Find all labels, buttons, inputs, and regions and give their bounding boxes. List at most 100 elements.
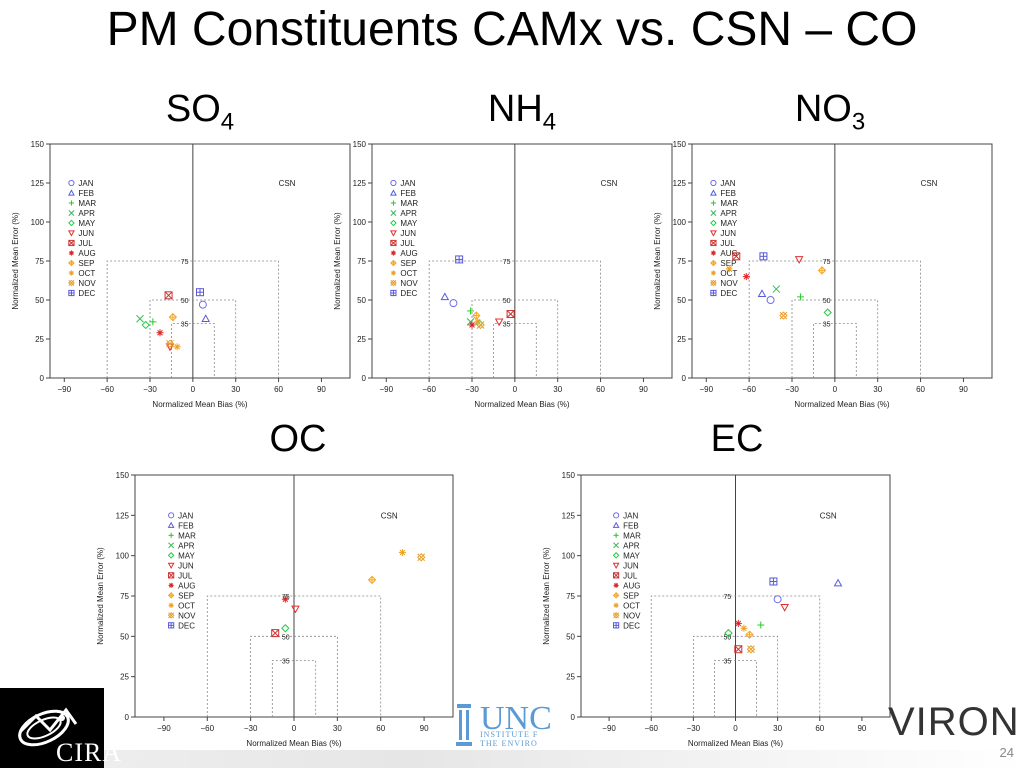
so4-legend-marker-oct [68,270,75,276]
so4-network-label: CSN [279,179,296,188]
no3-point-aug [742,273,750,281]
ec-ytick-label: 0 [571,713,576,722]
nh4-point-jan [449,299,458,308]
ec-legend-marker-nov [612,612,620,619]
nh4-legend-marker-dec [390,289,397,297]
oc-xtick-label: −90 [157,724,171,733]
oc-legend-marker-may [167,552,175,559]
no3-legend-label-mar: MAR [720,199,738,208]
ec-legend-marker-jul [613,572,620,579]
ec-legend-label-jul: JUL [623,571,638,580]
no3-legend-label-jan: JAN [720,179,735,188]
nh4-legend-label-mar: MAR [400,199,418,208]
no3-legend-marker-jul [710,239,717,247]
so4-legend-marker-jul [68,239,75,247]
nh4-legend-label-oct: OCT [400,269,417,278]
no3-legend-marker-may [710,219,717,227]
ec-legend-marker-aug [613,582,619,588]
nh4-ytick-label: 150 [353,140,367,149]
nh4-legend-label-apr: APR [400,209,417,218]
ec-goal-box-35 [714,660,757,717]
no3-ytick-label: 50 [677,296,686,305]
oc-ytick-label: 50 [120,632,129,641]
nh4-xtick-label: 0 [513,385,518,394]
ec-legend-label-feb: FEB [623,521,639,530]
so4-legend-label-nov: NOV [78,279,96,288]
ec-point-mar [757,621,765,629]
oc-ytick-label: 100 [116,552,130,561]
oc-legend-label-jun: JUN [178,561,194,570]
no3-legend-label-aug: AUG [720,249,737,258]
no3-legend-marker-jun [709,230,717,237]
cira-swirl-icon [18,707,78,747]
oc-legend-marker-apr [168,542,175,549]
no3-point-feb [757,289,767,298]
no3-legend-marker-dec [710,289,717,297]
ec-point-dec [769,577,778,586]
so4-point-mar [149,318,157,326]
so4-ytick-label: 0 [40,374,45,383]
so4-legend-label-aug: AUG [78,249,95,258]
so4-legend-label-dec: DEC [78,289,95,298]
nh4-legend-marker-jan [390,179,397,187]
no3-ytick-label: 75 [677,257,686,266]
nh4-goal-box-50 [471,299,559,378]
no3-xtick-label: −60 [742,385,756,394]
cira-logo-text: CIRA [56,738,123,767]
so4-legend-marker-aug [68,250,75,256]
no3-legend-label-dec: DEC [720,289,737,298]
no3-ytick-label: 100 [673,218,687,227]
oc-legend-marker-nov [167,612,175,619]
nh4-xtick-label: −60 [422,385,436,394]
unc-column-icon [456,704,472,746]
nh4-legend-label-nov: NOV [400,279,418,288]
no3-goal-label-50: 50 [823,298,831,305]
unc-logo-text: UNC [480,700,552,737]
so4-goal-label-50: 50 [181,298,189,305]
no3-point-jan [766,296,775,304]
nh4-legend-marker-feb [389,189,397,196]
so4-legend-label-apr: APR [78,209,95,218]
oc-xtick-label: 30 [333,724,342,733]
no3-point-oct [725,265,733,273]
oc-point-nov [416,553,426,562]
ec-legend-marker-may [612,552,620,559]
so4-point-aug [156,329,164,337]
nh4-legend-label-feb: FEB [400,189,416,198]
no3-goal-box-35 [813,322,857,378]
so4-goal-label-75: 75 [181,259,189,266]
so4-legend-marker-mar [68,200,75,206]
nh4-goal-label-35: 35 [503,321,511,328]
ec-legend-label-aug: AUG [623,581,640,590]
oc-legend-label-jul: JUL [178,571,193,580]
no3-point-jul [732,252,741,261]
so4-xlabel: Normalized Mean Bias (%) [152,400,247,409]
so4-xtick-label: 0 [191,385,196,394]
so4-legend-label-jun: JUN [78,229,94,238]
so4-legend-label-oct: OCT [78,269,95,278]
oc-goal-label-35: 35 [282,659,290,666]
ec-goal-label-75: 75 [723,594,731,601]
no3-xlabel: Normalized Mean Bias (%) [794,400,889,409]
no3-legend-marker-nov [710,279,717,287]
so4-legend-marker-may [68,219,75,227]
no3-xtick-label: 60 [916,385,925,394]
no3-xtick-label: 0 [833,385,838,394]
unc-logo-line2: THE ENVIRO [480,739,538,748]
environ-logo-text: VIRON [888,700,1020,744]
ec-legend-label-mar: MAR [623,531,641,540]
so4-ytick-label: 150 [31,140,45,149]
no3-legend-label-jun: JUN [720,229,736,238]
so4-xtick-label: −60 [100,385,114,394]
ec-legend-label-jan: JAN [623,511,638,520]
nh4-ylabel: Normalized Mean Error (%) [333,212,342,310]
oc-goal-box-50 [250,635,338,717]
nh4-legend-label-jan: JAN [400,179,415,188]
so4-point-apr [136,314,144,323]
nh4-point-feb [440,292,450,301]
oc-ytick-label: 25 [120,673,129,682]
so4-xtick-label: 60 [274,385,283,394]
so4-point-jul [164,291,173,300]
